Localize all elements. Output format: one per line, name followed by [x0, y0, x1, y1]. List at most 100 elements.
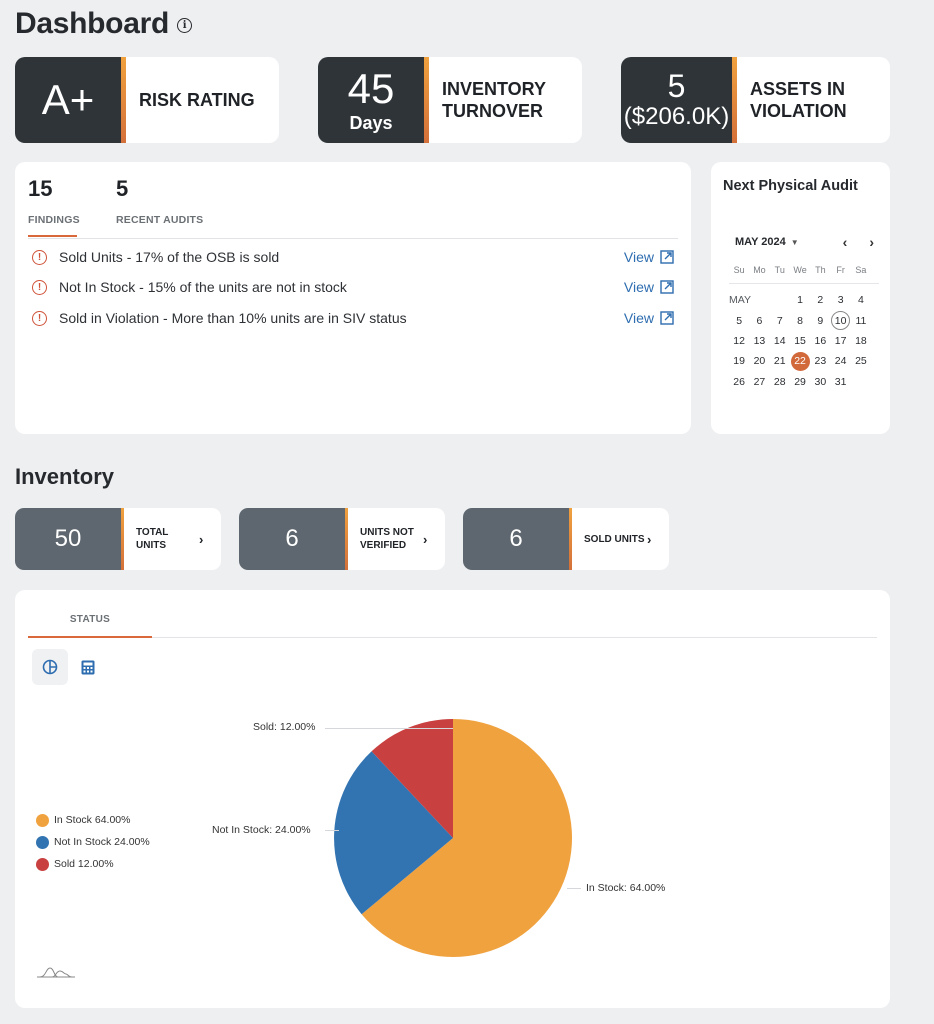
table-view-button[interactable]	[70, 649, 106, 685]
calendar-day[interactable]: 12	[733, 334, 745, 347]
slice-label-sold: Sold: 12.00%	[253, 721, 316, 733]
alert-icon: !	[32, 279, 47, 295]
calendar-day[interactable]: 26	[733, 375, 745, 388]
calendar-day[interactable]: 14	[773, 334, 786, 347]
active-tab-indicator	[28, 235, 77, 237]
inventory-card-total-units[interactable]: 50 TOTAL UNITS ›	[15, 508, 221, 570]
month-inline-label: MAY	[729, 294, 751, 307]
inventory-value: 6	[239, 508, 345, 570]
finding-item: ! Sold in Violation - More than 10% unit…	[32, 308, 674, 328]
calendar-day[interactable]: 11	[855, 314, 867, 327]
pie-slice-in-stock[interactable]	[361, 719, 573, 957]
legend-swatch	[36, 857, 49, 871]
kpi-label: INVENTORY TURNOVER	[429, 57, 546, 143]
calendar-day[interactable]: 23	[814, 355, 827, 368]
kpi-label-line: VIOLATION	[750, 101, 847, 121]
inventory-card-sold-units[interactable]: 6 SOLD UNITS ›	[463, 508, 669, 570]
calendar-day[interactable]: 9	[817, 314, 824, 327]
kpi-value: A+	[41, 76, 95, 123]
calendar-day[interactable]: 1	[797, 294, 803, 307]
view-link[interactable]: View	[624, 310, 674, 326]
inventory-label-line: UNITS	[136, 540, 166, 551]
external-link-icon	[660, 311, 674, 325]
inventory-label: SOLD UNITS	[572, 508, 647, 570]
calendar-day-selected[interactable]: 22	[790, 351, 810, 371]
legend-item-in-stock[interactable]: In Stock 64.00%	[36, 809, 150, 831]
calendar-day[interactable]: 30	[814, 375, 827, 388]
calendar-day[interactable]: 29	[794, 375, 806, 388]
pie-chart	[334, 719, 573, 957]
weekday: Mo	[753, 265, 766, 275]
inventory-value: 6	[463, 508, 569, 570]
finding-item: ! Sold Units - 17% of the OSB is sold Vi…	[32, 247, 674, 267]
calendar-week: 19 20 21 22 23 24 25	[729, 351, 879, 371]
calculator-table-icon	[81, 660, 95, 674]
inventory-title: Inventory	[15, 464, 115, 489]
weekday: Tu	[774, 265, 785, 275]
calendar-day[interactable]: 28	[773, 375, 786, 388]
inventory-card-units-not-verified[interactable]: 6 UNITS NOT VERIFIED ›	[239, 508, 445, 570]
inventory-label: TOTAL UNITS	[124, 508, 199, 570]
calendar-day[interactable]: 15	[794, 334, 806, 347]
view-label: View	[623, 310, 654, 326]
calendar-day[interactable]: 16	[814, 334, 827, 347]
alert-icon: !	[32, 249, 47, 265]
calendar-day[interactable]: 24	[834, 355, 847, 368]
tab-recent-audits[interactable]: 5 RECENT AUDITS	[116, 176, 203, 226]
calendar-day[interactable]: 6	[756, 314, 763, 327]
weekday-header: Su Mo Tu We Th Fr Sa	[729, 262, 879, 278]
calendar-day[interactable]: 27	[753, 375, 766, 388]
next-month-icon[interactable]: ›	[869, 234, 874, 250]
calendar-day[interactable]: 20	[753, 355, 766, 368]
kpi-sub: ($206.0K)	[623, 103, 730, 130]
legend-item-sold[interactable]: Sold 12.00%	[36, 853, 150, 875]
calendar-day[interactable]: 5	[736, 314, 743, 327]
kpi-risk-rating: A+ RISK RATING	[15, 57, 279, 143]
calendar-day[interactable]: 4	[858, 294, 864, 307]
inventory-value: 50	[15, 508, 121, 570]
kpi-value-box: 5 ($206.0K)	[621, 57, 732, 143]
kpi-sub: Days	[349, 112, 393, 133]
chart-logo-icon	[37, 967, 75, 978]
findings-count: 15	[28, 176, 53, 201]
calendar-day[interactable]: 25	[855, 355, 867, 368]
legend-item-not-in-stock[interactable]: Not In Stock 24.00%	[36, 831, 150, 853]
tab-findings[interactable]: 15 FINDINGS	[28, 176, 80, 226]
calendar-grid: Su Mo Tu We Th Fr Sa MAY 1 2 3 4 5 6 7 8…	[729, 262, 879, 392]
calendar-day[interactable]: 3	[837, 294, 844, 307]
view-label: View	[623, 249, 654, 265]
weekday: Th	[815, 265, 826, 275]
inventory-label: UNITS NOT VERIFIED	[348, 508, 423, 570]
pie-view-button[interactable]	[32, 649, 68, 685]
calendar-day-today[interactable]: 10	[831, 311, 851, 331]
view-link[interactable]: View	[624, 279, 674, 295]
inventory-label-line: VERIFIED	[360, 540, 407, 551]
calendar-day[interactable]: 18	[855, 334, 867, 347]
page-title: Dashboard i	[15, 7, 192, 41]
calendar-day[interactable]: 31	[834, 375, 847, 388]
accent-bar	[424, 57, 429, 143]
legend-label: In Stock 64.00%	[54, 814, 131, 826]
calendar-day[interactable]: 21	[773, 355, 786, 368]
calendar-day[interactable]: 13	[753, 334, 766, 347]
month-select[interactable]: MAY 2024 ▼	[735, 236, 799, 248]
kpi-label-line: ASSETS IN	[750, 79, 846, 99]
calendar-day[interactable]	[851, 372, 870, 391]
legend-label: Not In Stock 24.00%	[54, 836, 150, 848]
calendar-day[interactable]: 17	[834, 334, 847, 347]
prev-month-icon[interactable]: ‹	[842, 234, 848, 250]
tab-status[interactable]: STATUS	[69, 614, 111, 625]
calendar-day[interactable]: 2	[817, 294, 824, 307]
pie-slice-not-in-stock[interactable]	[334, 751, 453, 915]
pie-slice-sold[interactable]	[371, 719, 453, 838]
info-icon[interactable]: i	[177, 17, 192, 33]
weekday: Sa	[855, 265, 867, 275]
calendar-week: 26 27 28 29 30 31	[729, 372, 879, 392]
view-label: View	[623, 279, 654, 295]
calendar-day[interactable]: 19	[733, 355, 745, 368]
view-link[interactable]: View	[624, 249, 674, 265]
calendar-day[interactable]: 7	[776, 314, 783, 327]
month-label: MAY 2024	[735, 236, 786, 248]
calendar-day[interactable]: 8	[797, 314, 803, 327]
accent-bar	[345, 508, 348, 570]
